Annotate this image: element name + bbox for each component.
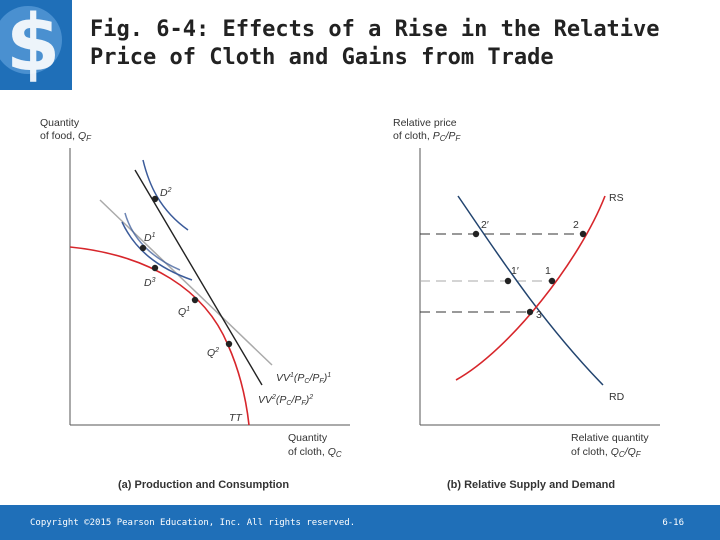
tt-production-possibility-frontier: [70, 246, 250, 426]
panel-a-x-axis-label: Quantity: [288, 432, 328, 444]
point-d1: [139, 244, 147, 252]
panel-a-caption: (a) Production and Consumption: [118, 479, 289, 491]
point-d3: [151, 264, 159, 272]
point-q2: [225, 340, 233, 348]
label-vv2: VV2(PC/PF)2: [258, 394, 313, 407]
label-d1: D1: [144, 232, 156, 244]
rd-relative-demand-curve: [457, 195, 604, 386]
panel-a-y-axis-label: Quantity: [40, 117, 80, 129]
panel-a-y-axis-label-2: of food, QF: [40, 130, 92, 143]
label-q2: Q2: [207, 347, 219, 359]
vv2-budget-line: [134, 169, 263, 386]
vv1-budget-line: [99, 199, 273, 366]
panel-b-y-axis-label: Relative price: [393, 117, 457, 129]
panel-a-x-axis-label-2: of cloth, QC: [288, 446, 342, 459]
label-q1: Q1: [178, 306, 190, 318]
label-1: 1: [545, 265, 551, 277]
panel-a: Quantity of food, QF Quantity of cloth, …: [40, 117, 350, 491]
footer-bar: Copyright ©2015 Pearson Education, Inc. …: [0, 505, 720, 540]
point-1-prime: [504, 277, 512, 285]
panel-b-x-axis-label: Relative quantity: [571, 432, 649, 444]
point-2-prime: [472, 230, 480, 238]
slide-title-line-2: Price of Cloth and Gains from Trade: [90, 45, 554, 70]
label-vv1: VV1(PC/PF)1: [276, 372, 331, 385]
svg-text:$: $: [6, 0, 60, 89]
slide-title: Fig. 6-4: Effects of a Rise in the Relat…: [90, 16, 710, 72]
copyright-notice: Copyright ©2015 Pearson Education, Inc. …: [30, 518, 356, 528]
point-2: [579, 230, 587, 238]
pearson-dollar-logo: $: [0, 0, 72, 90]
slide-number: 6-16: [662, 518, 684, 528]
point-q1: [191, 296, 199, 304]
point-1: [548, 277, 556, 285]
label-2-prime: 2′: [481, 219, 489, 231]
point-d2: [151, 195, 159, 203]
label-3: 3: [536, 309, 542, 321]
figure-6-4: Quantity of food, QF Quantity of cloth, …: [40, 117, 660, 491]
panel-b-x-axis-label-2: of cloth, QC/QF: [571, 446, 642, 459]
point-3: [526, 308, 534, 316]
label-2: 2: [573, 219, 579, 231]
slide-title-line-1: Fig. 6-4: Effects of a Rise in the Relat…: [90, 17, 660, 42]
label-1-prime: 1′: [511, 265, 519, 277]
label-d3: D3: [144, 277, 156, 289]
panel-b: Relative price of cloth, PC/PF Relative …: [393, 117, 660, 491]
label-rd: RD: [609, 391, 625, 403]
panel-b-y-axis-label-2: of cloth, PC/PF: [393, 130, 461, 143]
label-d2: D2: [160, 187, 172, 199]
indifference-curve-d3: [121, 221, 193, 281]
label-rs: RS: [609, 192, 624, 204]
panel-b-caption: (b) Relative Supply and Demand: [447, 479, 615, 491]
rs-relative-supply-curve: [455, 195, 606, 381]
label-tt: TT: [229, 412, 243, 424]
